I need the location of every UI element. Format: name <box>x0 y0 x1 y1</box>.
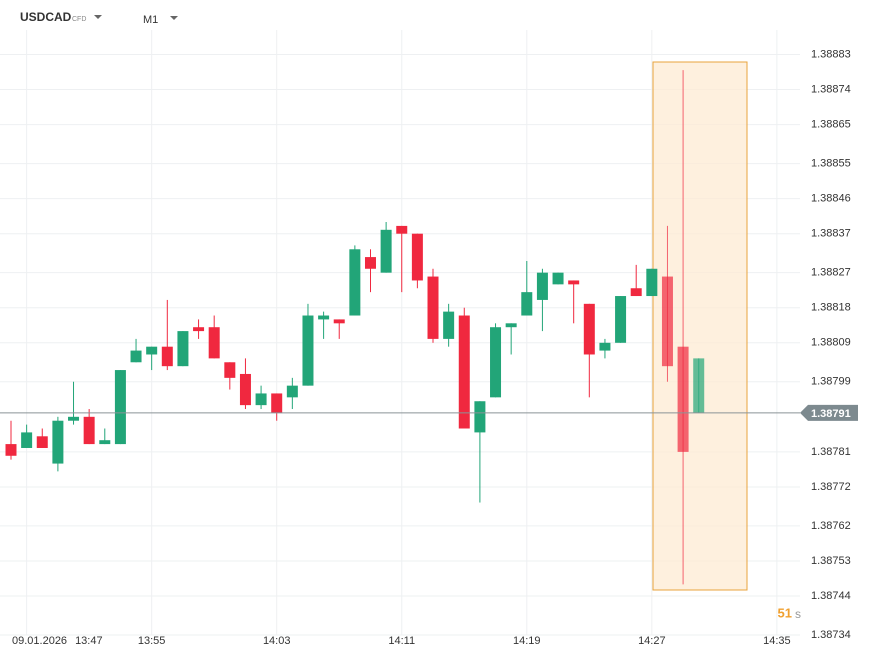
symbol-dropdown[interactable] <box>94 15 102 19</box>
current-price-tag <box>800 404 858 421</box>
candle-body <box>521 292 533 316</box>
x-tick-label: 14:35 <box>763 635 791 647</box>
candle-body <box>5 444 17 456</box>
y-tick-label: 1.38772 <box>811 481 851 493</box>
candle-body <box>130 350 142 363</box>
countdown: 51 <box>778 605 792 620</box>
y-tick-label: 1.38809 <box>811 337 851 349</box>
candle-body <box>661 276 673 367</box>
candles <box>5 70 705 585</box>
y-tick-label: 1.38827 <box>811 267 851 279</box>
y-tick-label: 1.38865 <box>811 119 851 131</box>
candle-body <box>364 257 376 269</box>
candle-body <box>474 401 486 433</box>
x-tick-label: 13:55 <box>138 635 166 647</box>
instrument-type: CFD <box>72 16 86 23</box>
candle-body <box>536 272 548 300</box>
candle-body <box>630 288 642 297</box>
candle-body <box>114 370 126 445</box>
candle-body <box>146 346 158 355</box>
candle-body <box>177 331 189 367</box>
candle-body <box>286 385 298 398</box>
candle-body <box>599 342 611 351</box>
labels: 1.38883 1.38874 1.38865 1.38855 1.38846 1.388… <box>0 48 858 647</box>
y-tick-label: 1.38734 <box>811 629 851 641</box>
timeframe-dropdown[interactable] <box>170 16 178 20</box>
x-tick-label: 14:27 <box>638 635 666 647</box>
candle-body <box>302 315 314 386</box>
y-tick-label: 1.38781 <box>811 446 851 458</box>
candle-body <box>36 436 48 448</box>
candle-body <box>21 432 33 448</box>
y-tick-label: 1.38799 <box>811 376 851 388</box>
countdown-unit: s <box>795 607 801 621</box>
candle-body <box>208 327 220 359</box>
candle-body <box>458 315 470 429</box>
date-label: 09.01.2026 <box>12 635 67 647</box>
candle-body <box>646 268 658 297</box>
y-tick-label: 1.38818 <box>811 302 851 314</box>
y-tick-label: 1.38753 <box>811 555 851 567</box>
candle-body <box>239 373 251 406</box>
candle-body <box>161 346 173 367</box>
candle-body <box>318 315 330 320</box>
y-tick-label: 1.38846 <box>811 193 851 205</box>
candle-body <box>505 323 517 328</box>
candle-body <box>490 327 502 398</box>
candle-body <box>68 416 80 421</box>
candle-body <box>255 393 267 406</box>
candle-body <box>552 272 564 285</box>
symbol[interactable]: USDCAD <box>20 10 72 24</box>
candle-body <box>677 346 689 452</box>
candle-body <box>583 303 595 355</box>
candle-body <box>615 296 627 343</box>
candle-body <box>224 362 236 378</box>
y-tick-label: 1.38837 <box>811 228 851 240</box>
timeframe[interactable]: M1 <box>143 14 158 26</box>
time-label: 13:47 <box>75 635 103 647</box>
candle-body <box>271 393 283 413</box>
candle-body <box>568 280 580 285</box>
candle-body <box>99 440 111 445</box>
candle-body <box>193 327 205 332</box>
candle-body <box>83 416 95 445</box>
x-tick-label: 09.01.2026 13:47 <box>12 635 103 647</box>
candle-body <box>427 276 439 339</box>
x-tick-label: 14:11 <box>388 635 415 647</box>
y-tick-label: 1.38874 <box>811 83 851 95</box>
candle-body <box>396 225 408 234</box>
candle-body <box>349 249 361 316</box>
candle-body <box>411 233 423 281</box>
y-tick-label: 1.38744 <box>811 590 851 602</box>
x-tick-label: 14:19 <box>513 635 541 647</box>
candle-body <box>333 319 345 324</box>
candle-body <box>693 358 705 413</box>
candle-body <box>443 311 455 339</box>
candle-body <box>380 229 392 273</box>
y-tick-label: 1.38883 <box>811 48 851 60</box>
y-tick-label: 1.38762 <box>811 520 851 532</box>
x-tick-label: 14:03 <box>263 635 291 647</box>
y-tick-label: 1.38855 <box>811 157 851 169</box>
candle-body <box>52 420 64 464</box>
current-price-label: 1.38791 <box>811 408 851 420</box>
